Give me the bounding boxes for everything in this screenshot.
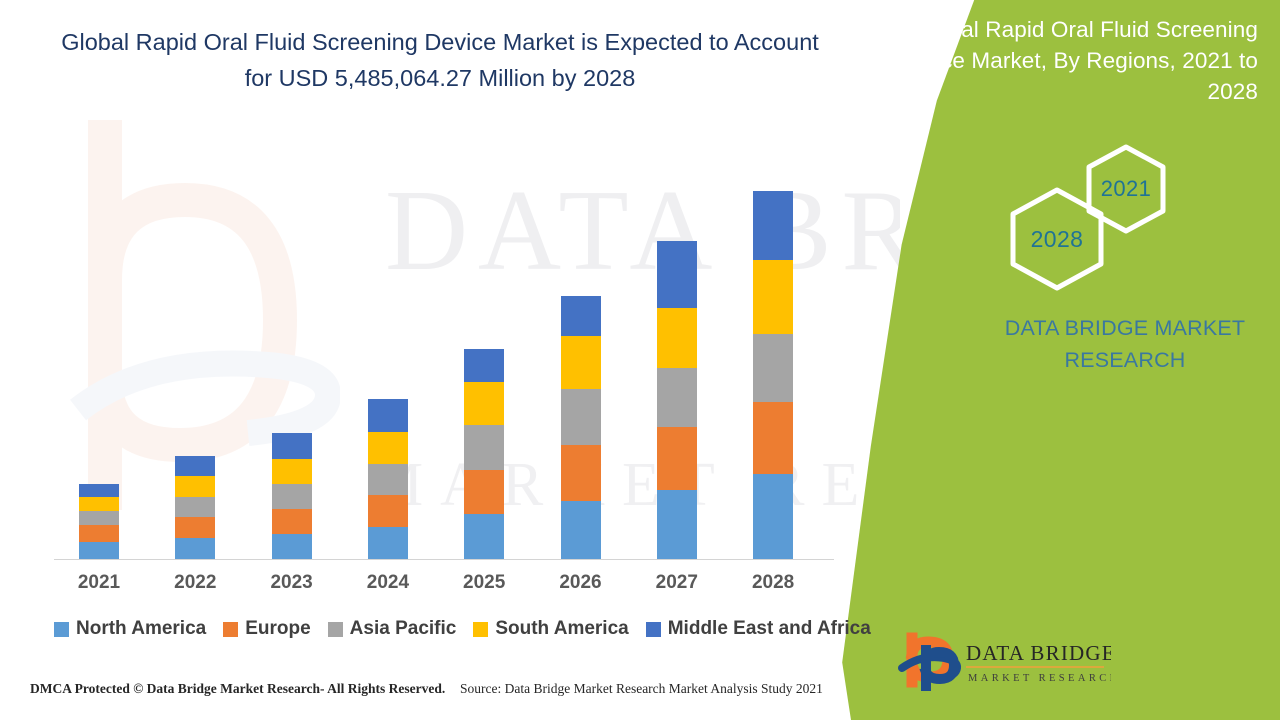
bar-segment <box>271 534 312 559</box>
hexagon-outline-icon <box>1010 187 1104 291</box>
bar-segment <box>560 296 601 336</box>
legend-item[interactable]: South America <box>473 618 629 640</box>
bar-segment <box>464 349 505 382</box>
bar-column-2021 <box>79 484 119 559</box>
legend-swatch-icon <box>223 621 239 637</box>
bar-segment <box>656 308 697 368</box>
x-axis-label-2024: 2024 <box>366 572 410 593</box>
bar-segment <box>367 495 408 527</box>
x-axis-label-2026: 2026 <box>559 572 602 593</box>
bar-segment <box>464 514 505 559</box>
footer-source-note: Source: Data Bridge Market Research Mark… <box>460 681 823 696</box>
legend-swatch-icon <box>645 621 661 637</box>
legend-label: Middle East and Africa <box>667 618 871 639</box>
legend-item[interactable]: Europe <box>223 618 311 640</box>
bar-segment <box>271 433 312 459</box>
bar-segment <box>753 402 794 474</box>
bar-segment <box>79 542 119 559</box>
bar-segment <box>271 509 312 534</box>
data-bridge-logo-icon: DATA BRIDGE MARKET RESEARCH <box>898 632 1117 691</box>
hexagon-badge-2021-label: 2021 <box>1100 176 1152 201</box>
bar-segment <box>560 389 601 445</box>
legend-item[interactable]: Middle East and Africa <box>645 618 871 640</box>
x-axis-label-2023: 2023 <box>270 572 313 593</box>
bar-column-2026 <box>560 296 601 559</box>
legend-swatch-icon <box>54 621 69 637</box>
bar-segment <box>753 474 794 559</box>
bar-segment <box>464 382 505 425</box>
bar-segment <box>753 334 794 402</box>
page-title: Global Rapid Oral Fluid Screening Device… <box>61 29 819 91</box>
hexagon-badge-2028: 2028 <box>1007 186 1107 292</box>
svg-text:DATA BRIDGE: DATA BRIDGE <box>966 641 1111 665</box>
x-axis-label-2021: 2021 <box>77 572 121 593</box>
bar-segment <box>656 427 697 490</box>
bar-column-2024 <box>367 399 408 559</box>
x-axis-label-2028: 2028 <box>751 572 795 593</box>
footer: DMCA Protected © Data Bridge Market Rese… <box>0 678 860 706</box>
chart-legend: North America Europe Asia Pacific South Ame… <box>54 616 871 642</box>
bar-segment <box>753 191 794 260</box>
bar-segment <box>560 336 601 389</box>
bar-segment <box>79 525 119 542</box>
hexagon-outline-icon <box>1086 144 1166 234</box>
bar-segment <box>560 501 601 559</box>
bar-column-2027 <box>656 241 697 559</box>
bar-segment <box>79 484 119 497</box>
x-axis-baseline <box>54 559 834 560</box>
bar-column-2022 <box>175 456 216 559</box>
bar-segment <box>79 497 119 511</box>
legend-label: North America <box>76 618 207 639</box>
bar-segment <box>175 517 216 538</box>
bar-segment <box>560 445 601 501</box>
bar-column-2023 <box>271 433 312 559</box>
x-axis-label-2025: 2025 <box>463 572 506 593</box>
bar-segment <box>271 459 312 484</box>
legend-swatch-icon <box>473 621 489 637</box>
bar-segment <box>753 260 794 334</box>
brand-name: DATA BRIDGE MARKET RESEARCH <box>1004 316 1246 372</box>
bar-segment <box>367 399 408 432</box>
bar-segment <box>464 470 505 514</box>
bar-column-2025 <box>464 349 505 559</box>
legend-item[interactable]: North America <box>54 618 206 640</box>
data-bridge-logo: DATA BRIDGE MARKET RESEARCH <box>896 630 1117 692</box>
bar-segment <box>175 538 216 559</box>
bar-segment <box>271 484 312 509</box>
bar-segment <box>464 425 505 470</box>
legend-label: Asia Pacific <box>349 618 457 639</box>
x-axis-label-2022: 2022 <box>174 572 217 593</box>
footer-dmca-notice: DMCA Protected © Data Bridge Market Rese… <box>30 681 446 696</box>
bar-chart-plot-area <box>54 150 834 560</box>
panel-title: Global Rapid Oral Fluid Screening Device… <box>895 17 1258 104</box>
bar-column-2028 <box>753 191 794 559</box>
x-axis-label-2027: 2027 <box>655 572 698 593</box>
legend-label: Europe <box>245 618 311 639</box>
legend-swatch-icon <box>327 621 343 637</box>
bar-segment <box>175 476 216 497</box>
bar-segment <box>79 511 119 525</box>
hexagon-badge-2028-label: 2028 <box>1030 225 1084 252</box>
bar-segment <box>367 527 408 559</box>
bar-segment <box>175 456 216 476</box>
hexagon-badge-2021: 2021 <box>1083 143 1169 235</box>
svg-text:MARKET RESEARCH: MARKET RESEARCH <box>968 673 1111 684</box>
bar-segment <box>656 368 697 427</box>
bar-segment <box>656 241 697 308</box>
x-axis-labels: 2021 2022 2023 2024 2025 2026 2027 2028 <box>54 572 834 598</box>
bar-segment <box>367 432 408 464</box>
legend-item[interactable]: Asia Pacific <box>327 618 457 640</box>
bar-segment <box>175 497 216 517</box>
bar-segment <box>656 490 697 559</box>
bar-segment <box>367 464 408 495</box>
legend-label: South America <box>495 618 629 639</box>
